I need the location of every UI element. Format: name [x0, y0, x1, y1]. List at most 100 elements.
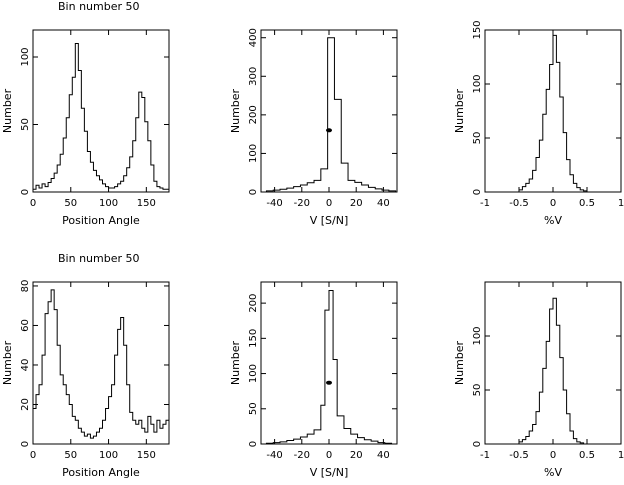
panel-r1c3-ytick-label: 50	[472, 132, 483, 145]
panel-r1c2-xtick-label: 0	[326, 198, 332, 209]
panel-r2c3-bin	[577, 442, 580, 444]
panel-r1c3-bin	[533, 170, 536, 192]
panel-r1c3-ytick-label: 100	[472, 74, 483, 93]
panel-r1c1-ytick-label: 100	[20, 47, 31, 66]
panel-r1c3-bin	[546, 89, 549, 192]
panel-r2c3-histogram-outline	[518, 297, 585, 444]
panel-r1c1-bin	[133, 141, 136, 192]
panel-r1c1-xtick-label: 0	[30, 198, 36, 209]
panel-r1c3-xtick-label: 0	[550, 198, 556, 209]
panel-r2c2-bin	[325, 310, 329, 444]
panel-r2c1-ytick-label: 0	[20, 441, 31, 447]
panel-r2c1-ytick-label: 20	[20, 398, 31, 411]
panel-r2c2-bin	[314, 430, 321, 444]
panel-r2c2-mean-marker	[326, 380, 332, 385]
panel-r2c1-bin	[48, 302, 51, 444]
panel-r2c1-bin	[115, 355, 118, 444]
panel-r2c1-bin	[36, 395, 39, 444]
panel-r1c3-bin	[556, 62, 559, 192]
panel-r1c2-xlabel: V [S/N]	[310, 214, 349, 227]
panel-r1c2-bin	[307, 183, 314, 192]
panel-r2c2-bin	[273, 443, 280, 444]
panel-r1c1-bin	[136, 118, 139, 192]
panel-r1c1-bin	[54, 173, 57, 192]
panel-r1c1-bin	[148, 141, 151, 192]
panel-r2c1-bin	[103, 420, 106, 444]
row2-bin-title: Bin number 50	[58, 252, 140, 265]
panel-r1c1-bin	[93, 170, 96, 192]
panel-r2c2-bin	[371, 441, 378, 444]
panel-r1c1-bin	[36, 185, 39, 192]
panel-r2c1-bin	[66, 395, 69, 444]
panel-r2c1-bin	[121, 318, 124, 444]
panel-r2c1-bin	[87, 434, 90, 444]
panel-r2c1-bin	[133, 420, 136, 444]
panel-r2c1-bin	[81, 432, 84, 444]
panel-r1c1-bin	[33, 189, 36, 192]
panel-r1c2-bin	[362, 185, 369, 192]
panel-r1c1-xtick-label: 50	[64, 198, 77, 209]
panel-r1c1-bin	[39, 188, 42, 192]
panel-r1c1-ytick-label: 50	[20, 118, 31, 131]
panel-r2c2-ytick-label: 50	[248, 402, 259, 415]
panel-r1c2-bin	[375, 189, 382, 192]
panel-r2c1-bin	[51, 290, 54, 444]
panel-r2c2-bin	[364, 440, 371, 444]
panel-r2c2-bin	[321, 405, 325, 444]
panel-r1c2-bin	[348, 180, 355, 192]
panel-r1c1-bin	[78, 71, 81, 193]
panel-r2c1-bin	[109, 397, 112, 444]
panel-r2c3-bin	[519, 442, 522, 444]
panel-r2c1: 0 50 100 150 0 20 40 60 80 Position Angle Number	[1, 280, 170, 479]
panel-r1c3-xtick-label: -0.5	[509, 198, 529, 209]
panel-r1c3-bin	[543, 114, 546, 192]
panel-r1c2-ytick-label: 200	[248, 105, 259, 124]
panel-r1c1-bin	[109, 188, 112, 192]
panel-r2c1-bin	[99, 428, 102, 444]
panel-r1c3-bin	[550, 65, 553, 192]
panel-r1c2-ytick-label: 0	[248, 189, 259, 195]
panel-r2c2-bin	[351, 434, 358, 444]
panel-r1c2-xtick-label: 20	[350, 198, 363, 209]
panel-r1c3-xtick-label: 0.5	[579, 198, 595, 209]
panel-r2c3-bin	[553, 298, 556, 444]
panel-r2c3-bin	[573, 439, 576, 444]
panel-r1c1-bin	[60, 154, 63, 192]
panel-r1c1-bin	[84, 131, 87, 192]
panel-r2c2-ytick-label: 0	[248, 441, 259, 447]
panel-r1c1-bin	[87, 152, 90, 193]
panel-r1c2-bin	[266, 191, 273, 192]
panel-r2c1-xlabel: Position Angle	[62, 466, 140, 479]
panel-r2c2-ylabel: Number	[229, 340, 242, 385]
panel-r1c3-bin	[529, 179, 532, 192]
panel-r1c1-ytick-label: 0	[20, 189, 31, 195]
panel-r2c3-bin	[556, 325, 559, 444]
panel-r2c1-bin	[145, 432, 148, 444]
panel-r1c1-bin	[69, 95, 72, 192]
panel-r2c3-bin	[536, 412, 539, 444]
panel-r1c2-bin	[389, 191, 396, 192]
panel-r2c1-bin	[139, 420, 142, 444]
panel-r1c1-bin	[96, 176, 99, 192]
panel-r2c1-bin	[96, 432, 99, 444]
panel-r1c1-bin	[45, 187, 48, 192]
panel-r1c1-bin	[103, 184, 106, 192]
panel-r1c3-bin	[577, 188, 580, 192]
panel-r2c3-ylabel: Number	[453, 340, 466, 385]
panel-r1c3-ytick-label: 0	[472, 189, 483, 195]
panel-r2c2-bin	[287, 440, 294, 444]
panel-r1c1-bin	[90, 162, 93, 192]
panel-r1c2-bin	[334, 99, 341, 192]
panel-r2c3-bin	[533, 425, 536, 444]
panel-r2c1-bin	[148, 416, 151, 444]
panel-r1c1-bin	[145, 122, 148, 192]
panel-r1c2-bin	[321, 169, 328, 192]
panel-r1c3-xtick-label: -1	[480, 198, 490, 209]
panel-r2c3-bin	[526, 436, 529, 444]
panel-r1c1-bin	[154, 181, 157, 192]
panel-r1c3-bin	[536, 157, 539, 192]
panel-r1c1-bin	[106, 187, 109, 192]
panel-r2c1-bin	[124, 345, 127, 444]
